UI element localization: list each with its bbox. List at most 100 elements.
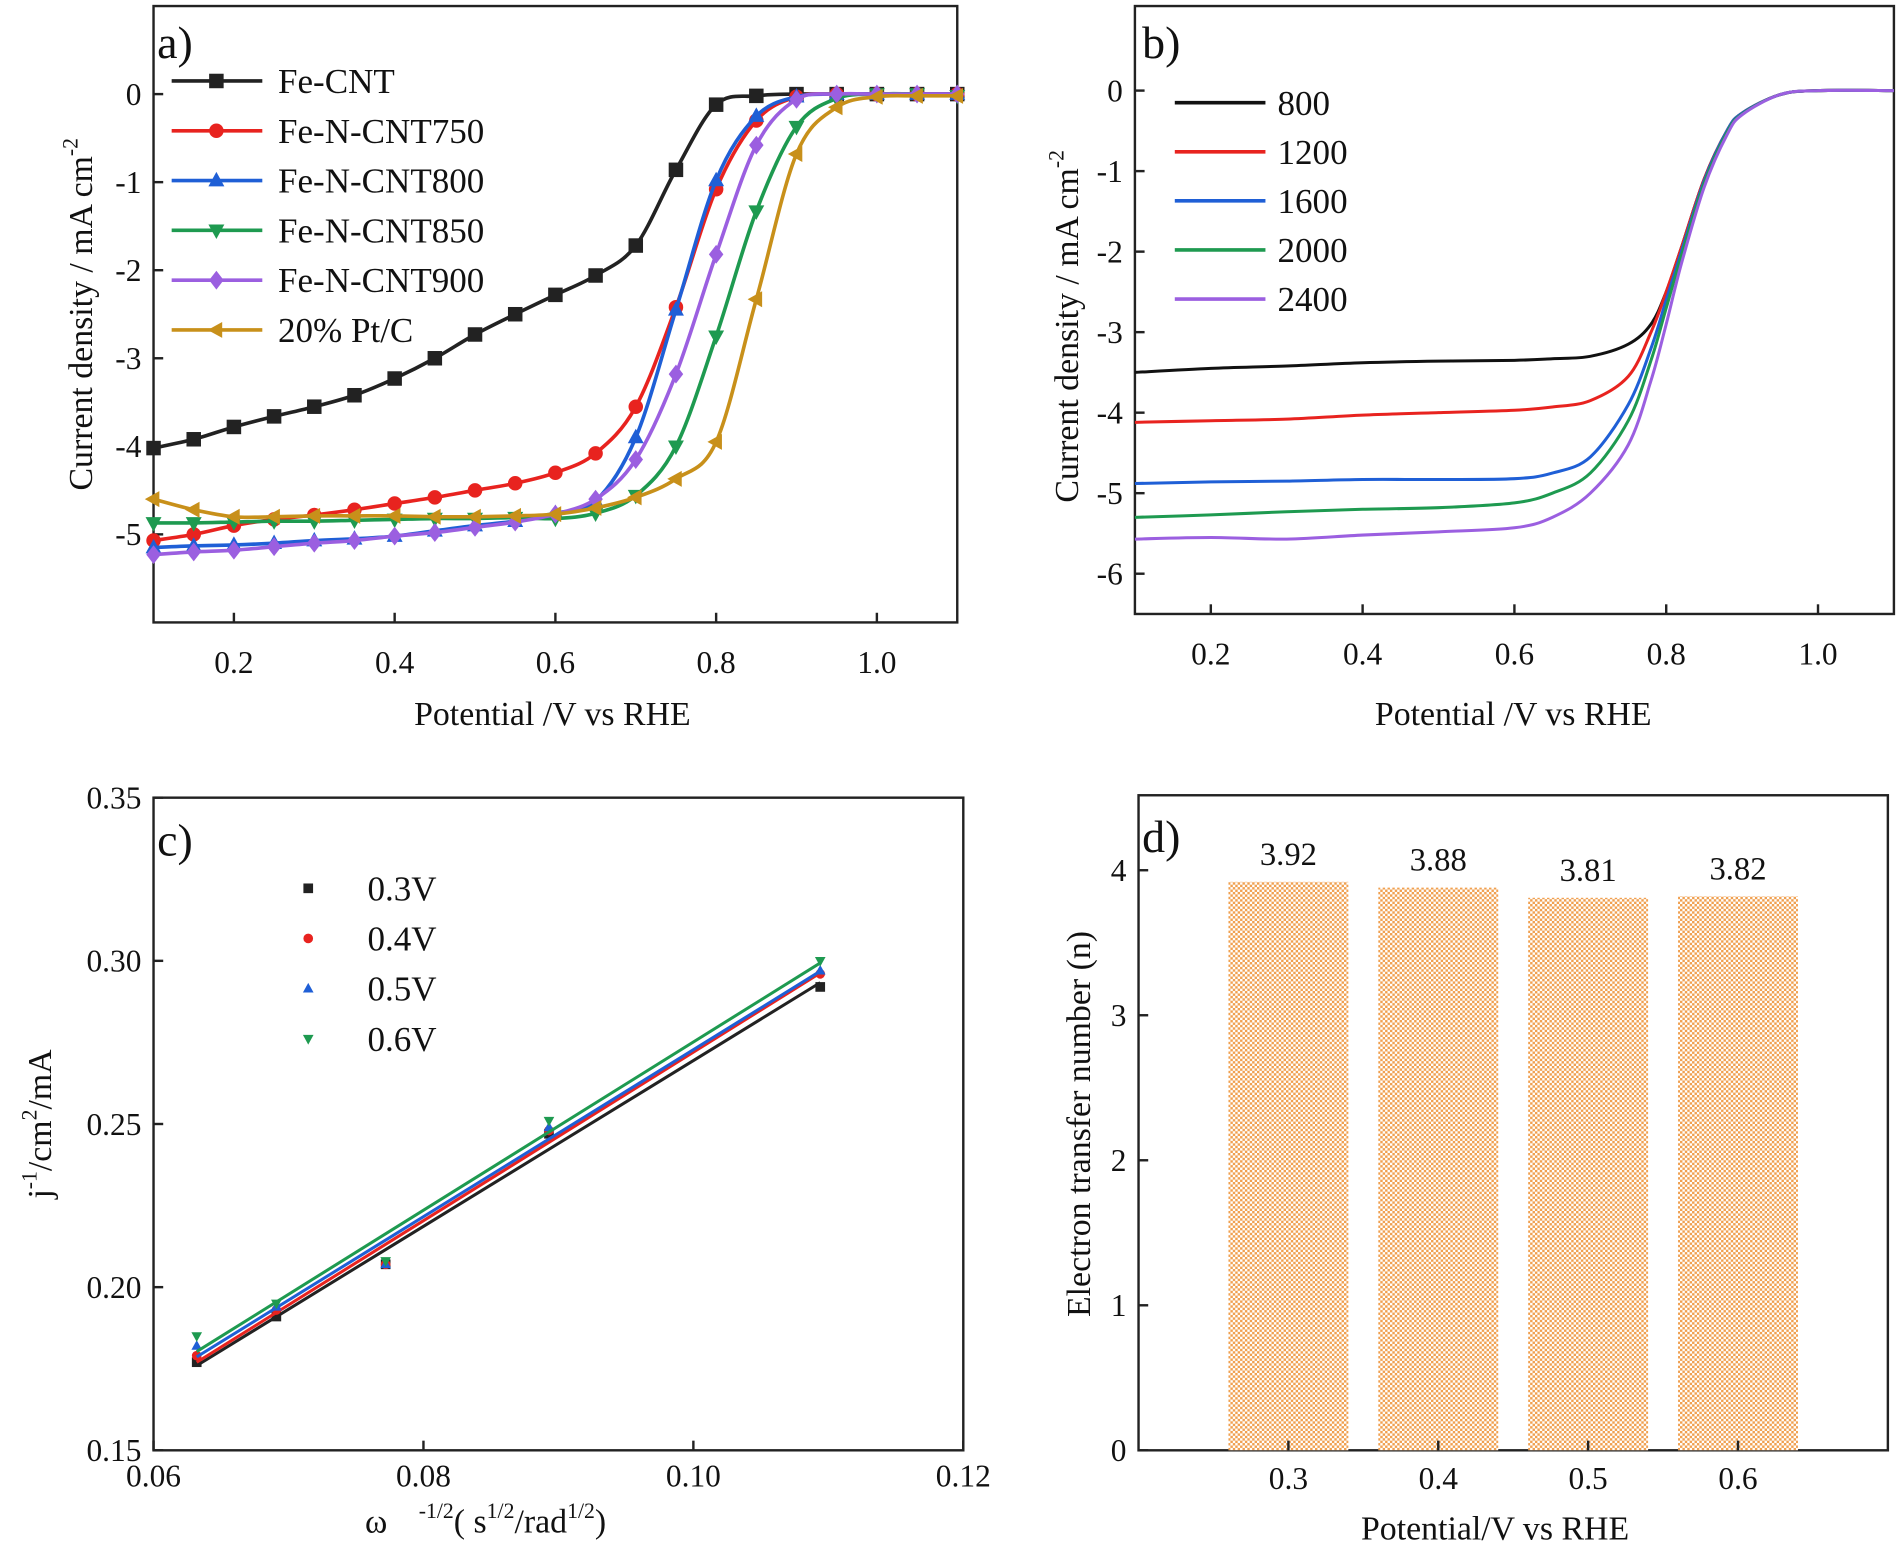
x-tick-label: 1.0	[1798, 637, 1837, 672]
x-tick-label: 0.08	[396, 1459, 451, 1494]
y-axis-title: Current density / mA cm-2	[58, 138, 100, 491]
xlabel-close: )	[595, 1503, 606, 1540]
marker-diamond	[467, 517, 483, 537]
marker-triangle-down	[380, 1257, 391, 1267]
legend-label: 0.3V	[367, 869, 436, 908]
y-tick-label: 1	[1111, 1288, 1127, 1323]
x-axis-title: Potential /V vs RHE	[414, 696, 691, 733]
marker-circle	[186, 527, 201, 542]
series-0.3V: 0.3V	[191, 869, 826, 1368]
y-tick-label: -5	[115, 517, 141, 552]
xlabel-exp: -1/2	[419, 1499, 454, 1523]
marker-triangle-left	[265, 508, 280, 525]
marker-square	[387, 371, 402, 386]
xlabel-open: ( s	[454, 1503, 487, 1540]
marker-square	[427, 351, 443, 366]
y-tick-label: -3	[115, 341, 141, 376]
marker-triangle-down	[271, 1299, 282, 1310]
x-axis-title: Potential/V vs RHE	[1361, 1511, 1629, 1547]
bar-value-label: 3.92	[1260, 837, 1317, 873]
marker-triangle-left	[385, 507, 401, 524]
bar-value-label: 3.82	[1709, 851, 1766, 887]
marker-triangle-left	[667, 470, 682, 487]
marker-triangle-up	[208, 171, 225, 187]
legend-label: 1200	[1278, 133, 1348, 172]
x-tick-label: 0.8	[697, 645, 736, 680]
x-tick-label: 0.2	[1191, 637, 1230, 672]
marker-diamond	[427, 523, 443, 543]
x-tick-label: 0.4	[1419, 1461, 1459, 1496]
marker-triangle-left	[948, 87, 964, 104]
marker-square	[266, 409, 282, 424]
panel-d: 0 1 2 3 4 3.92 0.3 3.88 0.4 3.81 0.5 3.82 0.6 d) Poten…	[1061, 794, 1890, 1547]
marker-diamond	[668, 364, 684, 384]
marker-triangle-left	[225, 508, 240, 525]
marker-square	[271, 1311, 282, 1322]
y-axis-title: j-1/cm2/mA	[17, 1049, 59, 1200]
x-tick-label: 0.2	[214, 645, 253, 680]
series-fe-n-cnt800: Fe-N-CNT800	[145, 85, 966, 554]
bar	[1678, 896, 1798, 1451]
y-axis-title-main: Current density / mA cm	[1049, 168, 1086, 502]
legend-label: Fe-N-CNT750	[278, 112, 484, 151]
ylabel-j: j	[22, 1189, 59, 1199]
marker-square	[186, 432, 201, 447]
series-line	[1134, 88, 1894, 374]
xlabel-omega: ω	[365, 1503, 387, 1540]
marker-triangle-down	[543, 1116, 555, 1127]
marker-circle	[507, 476, 523, 491]
y-tick-label: 4	[1111, 853, 1127, 888]
x-tick-label: 1.0	[857, 645, 896, 680]
series-1200: 1200	[1134, 88, 1894, 424]
marker-diamond	[307, 533, 322, 553]
marker-triangle-up	[708, 171, 725, 187]
bar-value-label: 3.88	[1410, 843, 1467, 879]
marker-triangle-left	[868, 88, 883, 105]
marker-diamond	[628, 450, 644, 469]
marker-triangle-down	[145, 517, 162, 532]
y-tick-label: -4	[115, 429, 141, 464]
marker-diamond	[749, 135, 764, 155]
marker-triangle-up	[191, 1340, 203, 1350]
marker-triangle-left	[627, 489, 642, 506]
marker-square	[668, 162, 684, 178]
marker-triangle-down	[185, 517, 202, 532]
marker-triangle-up	[667, 301, 684, 316]
x-axis-title: Potential /V vs RHE	[1375, 696, 1652, 733]
marker-square	[628, 238, 644, 253]
x-axis-title: ω -1/2( s1/2/rad1/2)	[365, 1499, 606, 1541]
marker-triangle-down	[708, 330, 725, 345]
legend-label: 0.6V	[367, 1020, 436, 1059]
fit-line	[195, 981, 822, 1367]
x-tick-label: 0.5	[1569, 1461, 1608, 1496]
series-line	[153, 93, 958, 520]
series-fe-cnt: Fe-CNT	[146, 62, 965, 456]
y-tick-label: 0	[126, 77, 142, 112]
marker-square	[209, 73, 224, 89]
series-fe-n-cnt750: Fe-N-CNT750	[146, 86, 965, 548]
series-line	[1134, 88, 1894, 424]
ylabel-sup1: -1	[17, 1171, 41, 1189]
fit-line	[195, 971, 822, 1364]
series-0.6V: 0.6V	[191, 956, 826, 1353]
ylabel-sup2: 2	[17, 1110, 41, 1121]
panel-label: d)	[1142, 811, 1180, 862]
y-tick-label: 2	[1111, 1143, 1127, 1178]
marker-triangle-up	[814, 964, 826, 975]
marker-triangle-left	[305, 507, 321, 524]
series-line	[153, 92, 958, 450]
x-tick-label: 0.4	[375, 645, 415, 680]
marker-triangle-down	[208, 224, 225, 240]
x-tick-label: 0.4	[1343, 637, 1383, 672]
y-tick-label: 0.30	[86, 944, 141, 979]
marker-square	[303, 883, 314, 894]
ylabel-mid: /cm	[22, 1120, 59, 1171]
series-line	[1134, 88, 1894, 486]
marker-square	[146, 440, 161, 456]
series-1600: 1600	[1134, 88, 1894, 486]
x-tick-label: 0.12	[936, 1459, 991, 1494]
series-line	[153, 91, 958, 557]
marker-triangle-up	[302, 982, 314, 993]
marker-diamond	[387, 526, 402, 546]
series-line	[1134, 88, 1894, 519]
